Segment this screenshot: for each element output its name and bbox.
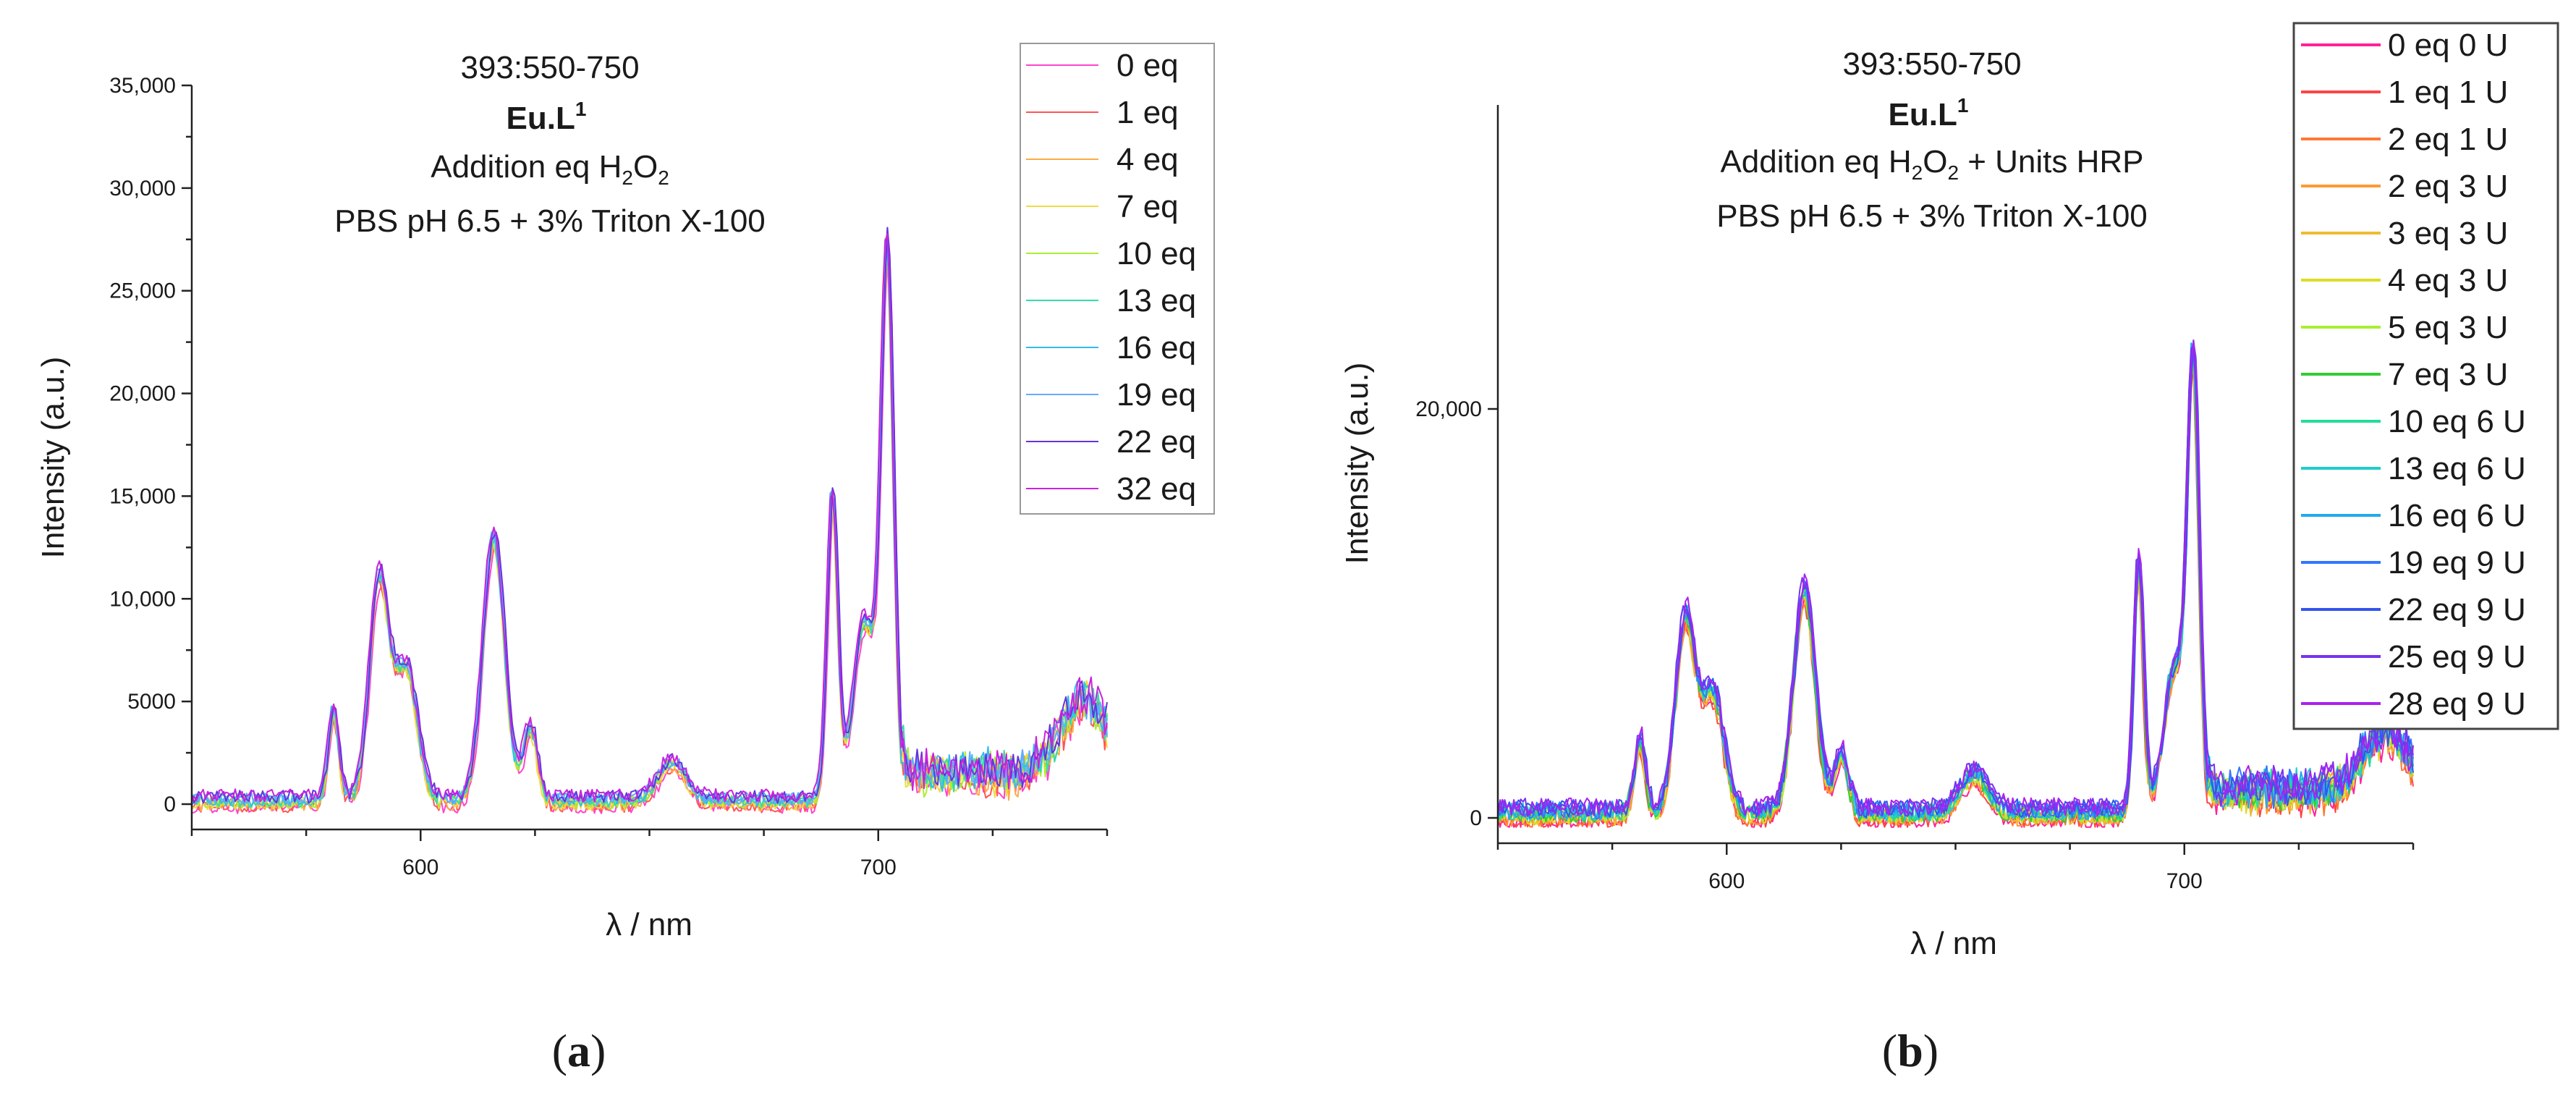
spectrum-series bbox=[191, 227, 1108, 806]
spectrum-series bbox=[1497, 339, 2414, 819]
legend-entry: 4 eq bbox=[1117, 142, 1179, 177]
y-tick-label: 0 bbox=[164, 793, 176, 816]
x-tick-label: 600 bbox=[402, 856, 438, 879]
panel-a-xlabel: λ / nm bbox=[606, 907, 692, 942]
legend-entry: 2 eq 1 U bbox=[2388, 122, 2508, 157]
spectrum-series bbox=[191, 227, 1108, 804]
panel-b-x-ticks: 600 700 bbox=[1496, 843, 2415, 893]
panel-a-spectra bbox=[191, 227, 1108, 814]
y-tick-label: 20,000 bbox=[109, 382, 176, 406]
panel-b-condition: Addition eq H2O2 + Units HRP bbox=[1720, 144, 2143, 184]
panel-a-title: 393:550-750 bbox=[460, 50, 639, 85]
spectrum-series bbox=[1497, 339, 2414, 824]
y-tick-label: 30,000 bbox=[109, 177, 176, 200]
legend-entry: 25 eq 9 U bbox=[2388, 639, 2526, 675]
y-tick-label: 15,000 bbox=[109, 484, 176, 508]
legend-entry: 0 eq bbox=[1117, 48, 1179, 83]
chart-panel-b: 0 20,000 600 700 393:550-750 Eu.L1 Additio… bbox=[1339, 22, 2559, 1076]
y-tick-label: 10,000 bbox=[109, 587, 176, 611]
legend-entry: 19 eq bbox=[1117, 377, 1196, 413]
spectrum-series bbox=[1497, 350, 2414, 824]
legend-entry: 2 eq 3 U bbox=[2388, 169, 2508, 204]
panel-a-compound: Eu.L1 bbox=[507, 98, 587, 136]
legend-entry: 16 eq bbox=[1117, 330, 1196, 366]
legend-entry: 10 eq 6 U bbox=[2388, 404, 2526, 439]
legend-entry: 22 eq bbox=[1117, 424, 1196, 460]
spectrum-series bbox=[1497, 340, 2414, 822]
spectrum-series bbox=[1497, 339, 2414, 816]
spectrum-series bbox=[1497, 345, 2414, 818]
legend-entry: 13 eq bbox=[1117, 283, 1196, 318]
legend-entry: 3 eq 3 U bbox=[2388, 216, 2508, 251]
legend-entry: 7 eq 3 U bbox=[2388, 357, 2508, 392]
y-tick-label: 35,000 bbox=[109, 74, 176, 98]
legend-entry: 4 eq 3 U bbox=[2388, 263, 2508, 298]
spectrum-series bbox=[1497, 342, 2414, 821]
panel-b-label: (b) bbox=[1882, 1025, 1939, 1076]
spectrum-series bbox=[191, 233, 1108, 803]
panel-b-legend-box bbox=[2292, 22, 2559, 730]
legend-entry: 1 eq bbox=[1117, 95, 1179, 130]
spectrum-series bbox=[1497, 339, 2414, 822]
legend-entry: 22 eq 9 U bbox=[2388, 592, 2526, 628]
panel-b-buffer: PBS pH 6.5 + 3% Triton X-100 bbox=[1716, 198, 2148, 234]
x-tick-label: 700 bbox=[860, 856, 897, 879]
panel-b-compound: Eu.L1 bbox=[1889, 94, 1969, 132]
legend-entry: 7 eq bbox=[1117, 189, 1179, 224]
panel-b-y-ticks: 0 20,000 bbox=[1415, 397, 1498, 830]
legend-entry: 19 eq 9 U bbox=[2388, 545, 2526, 580]
x-tick-label: 600 bbox=[1708, 869, 1745, 893]
panel-b-xlabel: λ / nm bbox=[1910, 926, 1997, 961]
panel-a-buffer: PBS pH 6.5 + 3% Triton X-100 bbox=[334, 203, 766, 239]
y-tick-label: 0 bbox=[1470, 806, 1482, 830]
panel-b-title: 393:550-750 bbox=[1842, 46, 2021, 82]
y-tick-label: 20,000 bbox=[1415, 397, 1482, 421]
panel-a-legend-box bbox=[1020, 43, 1215, 515]
legend-entry: 16 eq 6 U bbox=[2388, 498, 2526, 533]
chart-panel-a: 0 5000 10,000 15,000 20,000 25,000 30,000 35,00… bbox=[35, 43, 1215, 1076]
panel-b-legend: 0 eq 0 U 1 eq 1 U 2 eq 1 U 2 eq 3 U 3 eq 3 U… bbox=[2292, 22, 2559, 730]
legend-entry: 32 eq bbox=[1117, 471, 1196, 507]
legend-entry: 13 eq 6 U bbox=[2388, 451, 2526, 486]
x-tick-label: 700 bbox=[2166, 869, 2203, 893]
legend-entry: 0 eq 0 U bbox=[2388, 28, 2508, 63]
panel-b-ylabel: Intensity (a.u.) bbox=[1339, 363, 1375, 565]
legend-entry: 10 eq bbox=[1117, 236, 1196, 271]
panel-a-condition: Addition eq H2O2 bbox=[431, 149, 669, 189]
panel-b-spectra bbox=[1497, 339, 2414, 828]
legend-entry: 5 eq 3 U bbox=[2388, 310, 2508, 345]
y-tick-label: 5000 bbox=[127, 690, 176, 714]
panel-a-legend: 0 eq 1 eq 4 eq 7 eq 10 eq 13 eq 16 eq 19 eq 22 e… bbox=[1020, 43, 1215, 515]
panel-a-x-ticks: 600 700 bbox=[190, 829, 1109, 879]
panel-a-y-ticks: 0 5000 10,000 15,000 20,000 25,000 30,000 35,00… bbox=[109, 74, 192, 816]
y-tick-label: 25,000 bbox=[109, 279, 176, 303]
legend-entry: 1 eq 1 U bbox=[2388, 75, 2508, 110]
legend-entry: 28 eq 9 U bbox=[2388, 686, 2526, 722]
spectrum-series bbox=[1497, 342, 2414, 819]
panel-a-ylabel: Intensity (a.u.) bbox=[35, 357, 71, 559]
panel-a-label: (a) bbox=[552, 1025, 606, 1076]
